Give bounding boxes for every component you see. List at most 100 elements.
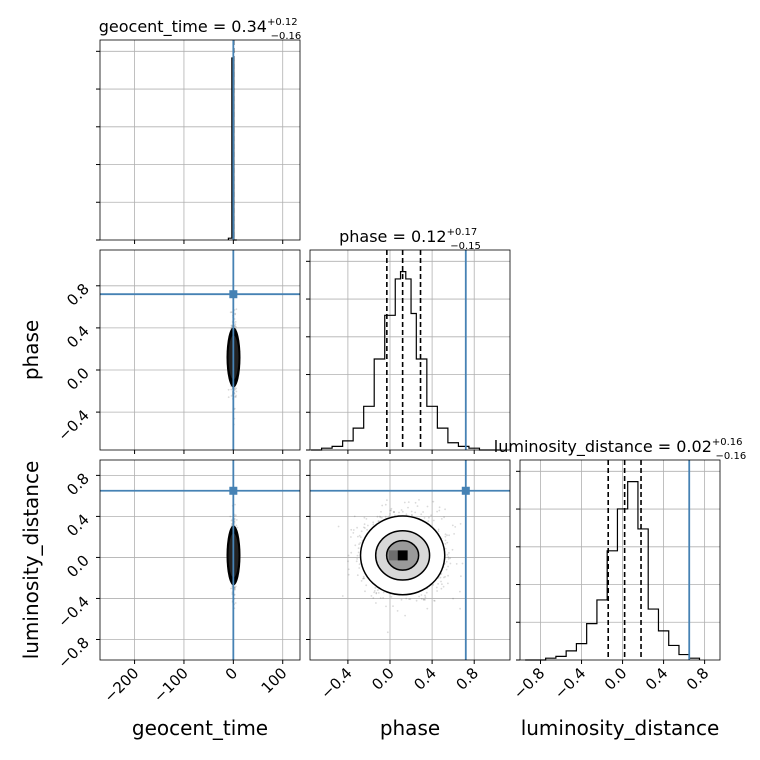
sample-point: [234, 388, 237, 391]
sample-point: [363, 523, 366, 526]
sample-point: [460, 575, 462, 578]
sample-point: [354, 544, 357, 547]
sample-point: [352, 532, 355, 534]
sample-point: [356, 526, 358, 529]
sample-point: [398, 511, 400, 514]
xlabel-phase: phase: [380, 716, 440, 740]
sample-point: [234, 312, 237, 315]
sample-point: [373, 591, 375, 594]
sample-point: [442, 585, 445, 588]
sample-point: [418, 499, 420, 501]
sample-point: [438, 509, 441, 512]
histogram-luminosity_distance: [525, 481, 701, 661]
sample-point: [430, 514, 432, 517]
sample-point: [393, 510, 395, 513]
sample-point: [367, 524, 369, 527]
sample-point: [433, 600, 436, 602]
sample-point: [235, 524, 238, 527]
panel-frame-luminosity_distance: [519, 459, 721, 661]
sample-point: [451, 548, 454, 551]
sample-point: [365, 584, 368, 587]
sample-point: [420, 594, 423, 596]
xtick-label-luminosity_distance: −0.4: [551, 664, 589, 702]
ytick-label-luminosity_distance: 0.4: [63, 511, 93, 541]
sample-point: [455, 563, 458, 565]
sample-point: [377, 520, 380, 522]
sample-point: [373, 590, 376, 592]
sample-point: [447, 565, 449, 568]
sample-point: [229, 515, 232, 518]
sample-point: [424, 598, 426, 601]
sample-point: [400, 509, 403, 511]
sample-point: [360, 530, 363, 533]
sample-point: [233, 386, 236, 389]
sample-point: [347, 573, 350, 576]
sample-point: [230, 519, 233, 522]
sample-point: [234, 325, 236, 328]
sample-point: [426, 607, 429, 610]
sample-point: [358, 534, 361, 537]
panel-frame-phase-luminosity_distance: [309, 459, 511, 661]
sample-point: [362, 577, 364, 580]
sample-point: [438, 506, 441, 509]
sample-point: [426, 505, 429, 508]
ytick-label-phase: −0.4: [54, 406, 92, 444]
sample-point: [389, 509, 392, 512]
sample-point: [352, 529, 355, 531]
xlabel-luminosity-distance: luminosity_distance: [521, 716, 720, 740]
sample-point: [233, 588, 236, 590]
sample-point: [357, 551, 360, 554]
injection-marker: [229, 486, 238, 495]
panel-frame-phase: [309, 249, 511, 451]
ytick-label-phase: 0.0: [63, 364, 93, 394]
sample-point: [447, 582, 449, 585]
injection-marker: [229, 290, 238, 299]
sample-point: [357, 535, 359, 538]
sample-point: [375, 592, 378, 595]
sample-point: [234, 587, 236, 589]
title-phase: phase = 0.12+0.17 −0.15: [339, 227, 481, 252]
ytick-label-luminosity_distance: 0.0: [63, 552, 93, 582]
sample-point: [445, 568, 448, 571]
sample-point: [461, 562, 464, 565]
sample-point: [428, 516, 430, 519]
sample-point: [459, 590, 461, 593]
ytick-label-phase: 0.4: [63, 322, 93, 352]
sample-point: [444, 575, 446, 578]
sample-point: [362, 575, 365, 578]
sample-point: [459, 607, 461, 610]
sample-point: [370, 595, 373, 597]
ytick-label-luminosity_distance: −0.8: [54, 634, 92, 672]
sample-point: [360, 580, 363, 582]
sample-point: [236, 526, 239, 529]
sample-point: [374, 587, 377, 589]
sample-point: [447, 558, 450, 560]
sample-point: [230, 311, 233, 313]
sample-point: [422, 511, 424, 513]
sample-point: [447, 556, 450, 558]
sample-point: [234, 585, 237, 588]
sample-point: [347, 568, 350, 571]
sample-point: [379, 597, 382, 599]
sample-point: [405, 597, 408, 600]
sample-point: [365, 518, 368, 520]
sample-point: [234, 396, 237, 398]
sample-point: [380, 510, 382, 513]
sample-point: [448, 552, 450, 554]
sample-point: [441, 583, 443, 586]
sample-point: [234, 321, 237, 323]
xtick-label-luminosity_distance: 0.4: [642, 664, 672, 694]
sample-point: [386, 631, 389, 634]
sample-point: [234, 313, 237, 316]
sample-point: [423, 517, 426, 519]
density-peak: [397, 550, 408, 561]
sample-point: [443, 516, 445, 519]
sample-point: [433, 599, 435, 602]
sample-point: [436, 590, 438, 592]
sample-point: [444, 508, 446, 511]
sample-point: [386, 499, 388, 501]
sample-point: [449, 562, 452, 565]
sample-point: [453, 533, 455, 535]
sample-point: [230, 522, 233, 525]
sample-point: [350, 528, 353, 531]
